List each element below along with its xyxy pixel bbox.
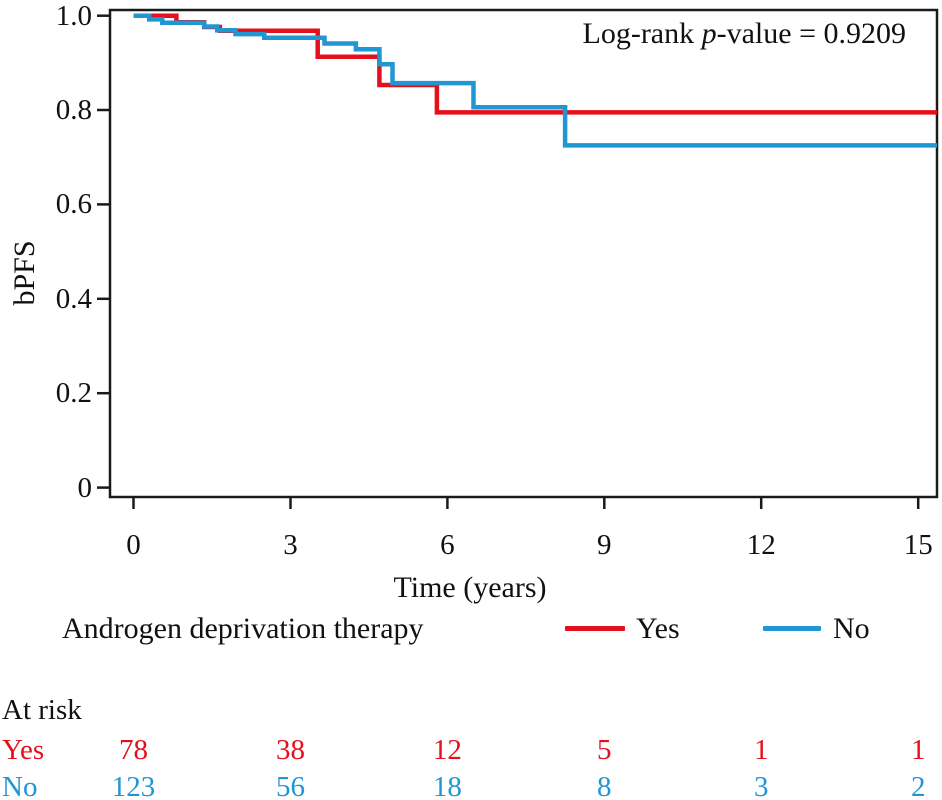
plot-border: [108, 8, 939, 499]
y-tick-label: 0.2: [55, 377, 92, 410]
legend-line-yes: [565, 626, 625, 631]
at-risk-count: 1: [753, 734, 769, 766]
y-tick-label: 0.4: [55, 282, 92, 315]
pvalue-italic-p: p: [701, 17, 717, 50]
at-risk-count: 56: [276, 771, 305, 800]
x-tick-label: 12: [746, 529, 776, 561]
at-risk-count: 78: [119, 734, 148, 766]
x-tick-label: 0: [126, 529, 141, 561]
y-tick-label: 1.0: [55, 0, 92, 32]
x-axis-label: Time (years): [393, 571, 547, 604]
at-risk-row-label-yes: Yes: [2, 734, 45, 766]
at-risk-count: 1: [910, 734, 926, 766]
y-tick-label: 0: [77, 471, 93, 504]
x-tick-label: 6: [440, 529, 455, 561]
y-tick-label: 0.8: [55, 94, 92, 126]
legend-line-no: [763, 626, 821, 631]
at-risk-header: At risk: [2, 694, 82, 726]
legend-label-no: No: [833, 612, 870, 645]
x-tick-label: 15: [903, 529, 933, 561]
at-risk-row-label-no: No: [2, 771, 38, 800]
y-tick-label: 0.6: [55, 188, 92, 221]
logrank-pvalue-annotation: Log-rank p-value = 0.9209: [583, 17, 907, 51]
at-risk-count: 123: [111, 771, 156, 800]
at-risk-count: 3: [753, 771, 769, 800]
x-tick-label: 9: [597, 529, 612, 561]
legend-title: Androgen deprivation therapy: [62, 612, 424, 645]
pvalue-suffix: -value = 0.9209: [716, 17, 906, 50]
at-risk-count: 12: [432, 734, 462, 766]
legend-label-yes: Yes: [636, 612, 680, 645]
km-curve-no: [133, 13, 937, 148]
at-risk-count: 38: [276, 734, 305, 766]
at-risk-count: 18: [432, 771, 462, 800]
at-risk-count: 8: [597, 771, 612, 800]
x-tick-label: 3: [283, 529, 298, 561]
at-risk-count: 2: [910, 771, 926, 800]
pvalue-prefix: Log-rank: [582, 17, 702, 50]
at-risk-count: 5: [597, 734, 612, 766]
